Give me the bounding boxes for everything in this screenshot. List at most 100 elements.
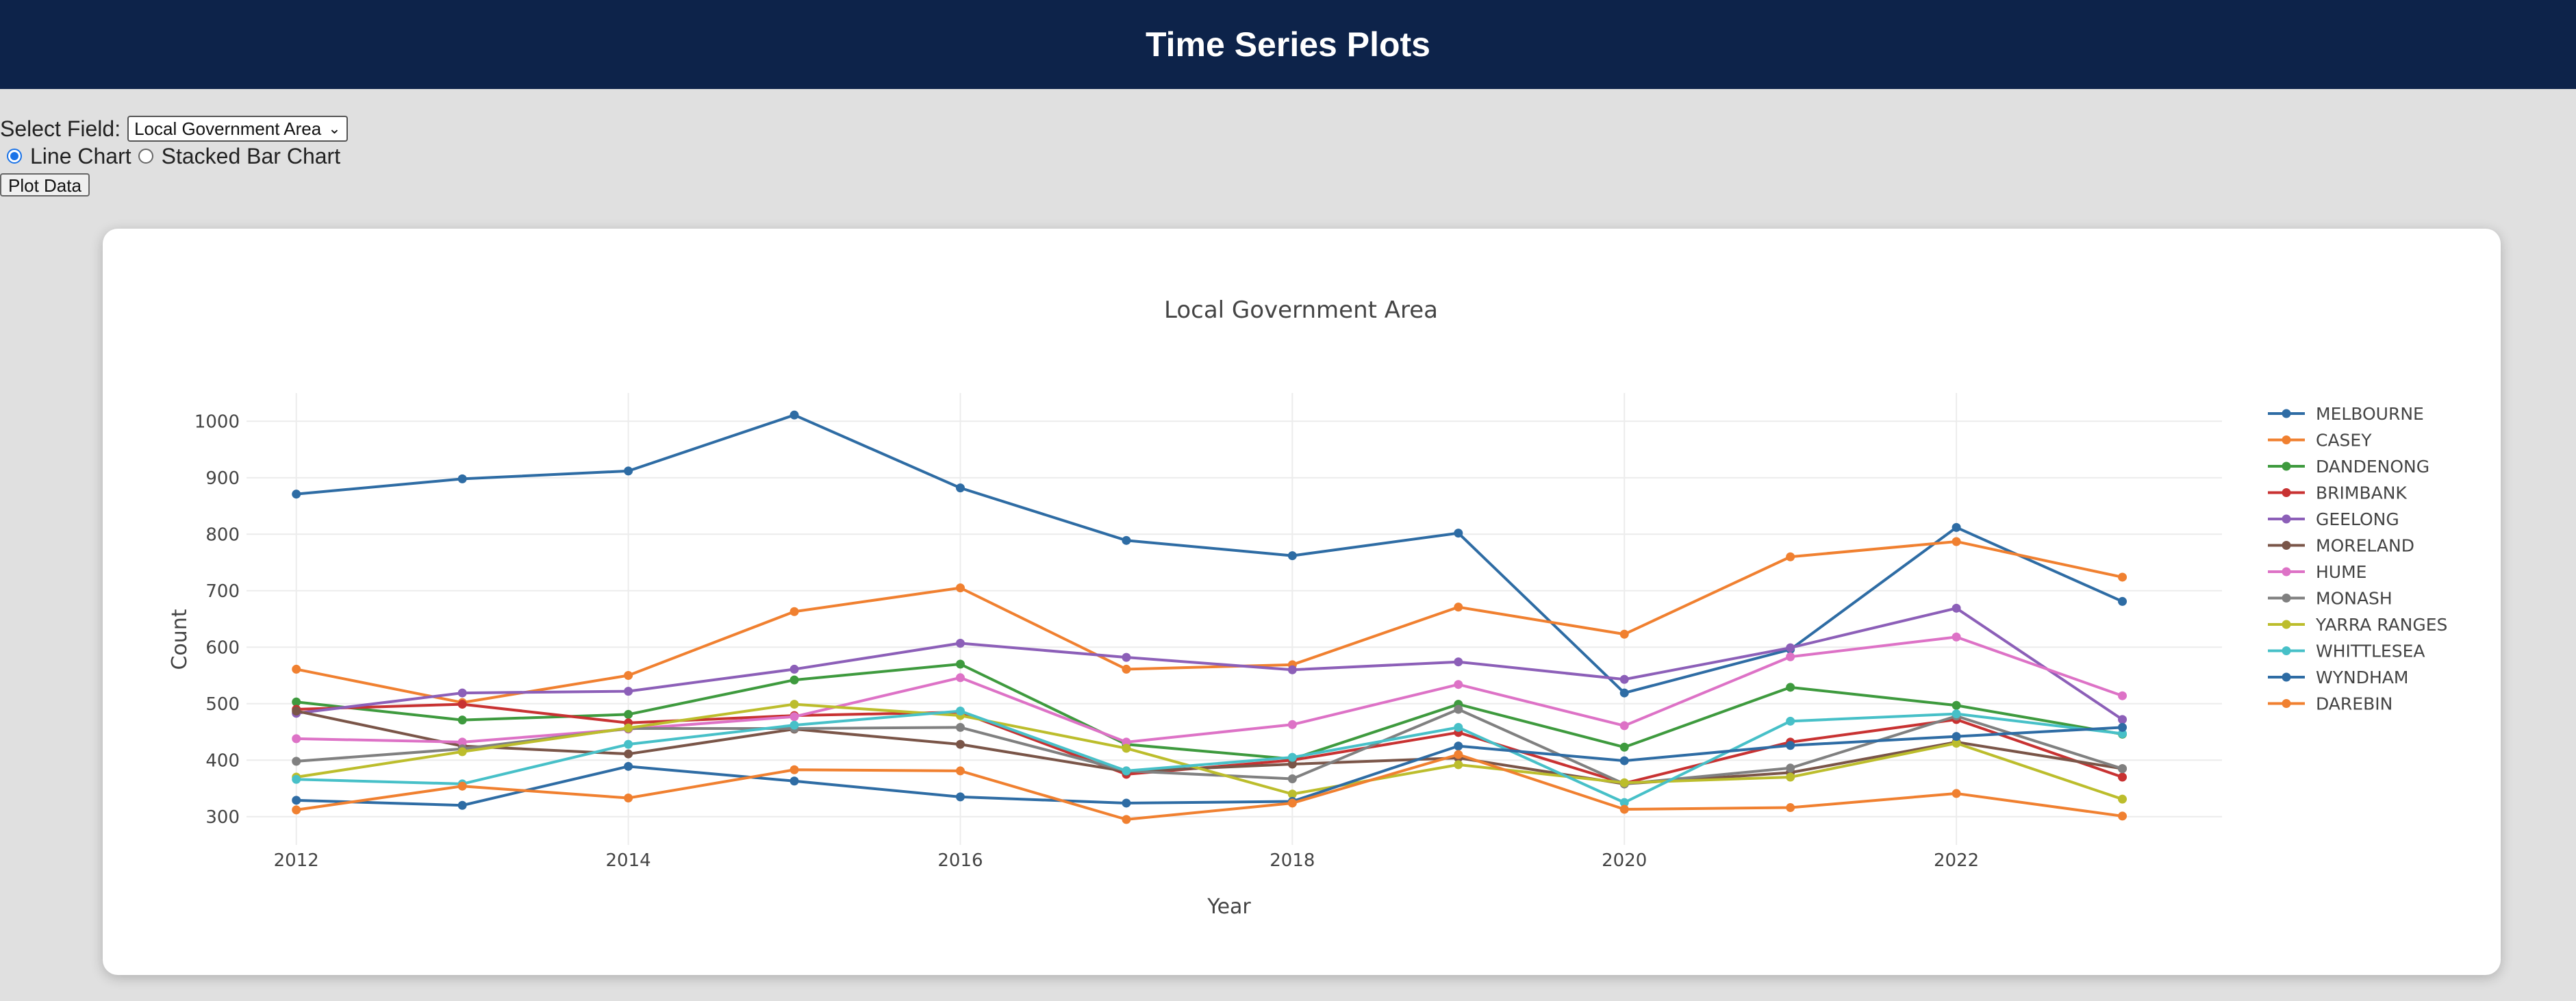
field-select[interactable]: Local Government Area ⌄	[127, 116, 348, 142]
data-point	[1122, 737, 1131, 747]
series-melbourne	[292, 410, 2127, 698]
data-point	[1454, 529, 1463, 538]
x-tick-label: 2016	[937, 850, 983, 871]
stacked-bar-chart-label: Stacked Bar Chart	[161, 144, 341, 168]
data-point	[1122, 535, 1131, 545]
data-point	[624, 671, 633, 680]
y-tick-label: 1000	[194, 411, 240, 432]
data-point	[1122, 744, 1131, 753]
legend-label: MONASH	[2316, 589, 2392, 609]
y-tick-label: 500	[205, 694, 240, 715]
data-point	[1454, 722, 1463, 732]
data-point	[790, 607, 799, 616]
data-point	[1287, 720, 1297, 729]
legend-label: GEELONG	[2316, 509, 2399, 529]
data-point	[790, 410, 799, 420]
data-point	[1287, 798, 1297, 808]
y-tick-label: 800	[205, 524, 240, 545]
data-point	[1786, 803, 1795, 813]
data-point	[624, 794, 633, 803]
series-line	[296, 414, 2123, 695]
legend: MELBOURNE CASEY DANDENONG BRIMBANK GEELONG MO…	[2268, 404, 2447, 714]
data-point	[1952, 789, 1961, 798]
data-point	[1287, 759, 1297, 769]
x-tick-label: 2022	[1934, 850, 1979, 871]
series-hume	[292, 632, 2127, 747]
chart-card: Local Government Area 300 400 500 600 700 800 9…	[103, 229, 2501, 975]
data-point	[1454, 680, 1463, 689]
x-tick-label: 2018	[1270, 850, 1315, 871]
legend-item: DANDENONG	[2268, 457, 2429, 477]
series-darebin	[292, 750, 2127, 824]
data-point	[292, 490, 301, 499]
data-point	[790, 765, 799, 774]
data-point	[1454, 742, 1463, 751]
data-point	[1952, 537, 1961, 546]
data-point	[790, 712, 799, 722]
series-line	[296, 709, 2123, 785]
data-point	[1786, 716, 1795, 726]
controls-panel: Select Field: Local Government Area ⌄ Li…	[0, 115, 348, 197]
data-point	[955, 766, 965, 776]
data-point	[292, 697, 301, 707]
data-point	[1786, 643, 1795, 652]
chevron-down-icon: ⌄	[328, 120, 341, 137]
data-point	[2118, 794, 2127, 804]
data-point	[1454, 603, 1463, 612]
legend-item: YARRA RANGES	[2268, 615, 2447, 635]
data-point	[457, 747, 467, 757]
y-tick-label: 600	[205, 637, 240, 658]
series-line	[296, 709, 2123, 804]
data-point	[955, 583, 965, 593]
legend-swatch-marker	[2282, 488, 2291, 497]
data-point	[1619, 778, 1629, 787]
line-chart-radio[interactable]	[7, 149, 22, 164]
select-field-label: Select Field:	[0, 116, 121, 141]
plot-data-button[interactable]: Plot Data	[0, 173, 90, 197]
data-point	[2118, 572, 2127, 582]
data-point	[1454, 657, 1463, 667]
series-line	[296, 726, 2123, 807]
page-header: Time Series Plots	[0, 0, 2576, 89]
data-point	[1287, 665, 1297, 674]
legend-item: DAREBIN	[2268, 694, 2392, 714]
data-point	[1287, 789, 1297, 799]
page-title: Time Series Plots	[1146, 25, 1430, 64]
legend-swatch-marker	[2282, 699, 2291, 708]
series-geelong	[292, 603, 2127, 724]
data-point	[624, 739, 633, 749]
x-axis-title: Year	[1207, 895, 1251, 919]
data-point	[790, 700, 799, 709]
legend-swatch-marker	[2282, 461, 2291, 471]
data-point	[1122, 798, 1131, 808]
legend-label: CASEY	[2316, 431, 2372, 451]
data-point	[955, 706, 965, 715]
data-point	[624, 723, 633, 733]
data-point	[2118, 691, 2127, 700]
series-line	[296, 663, 2123, 761]
legend-label: MORELAND	[2316, 536, 2414, 556]
x-tick-label: 2014	[606, 850, 651, 871]
data-point	[1287, 774, 1297, 783]
stacked-bar-chart-radio[interactable]	[138, 149, 153, 164]
data-point	[1952, 700, 1961, 710]
series-line	[296, 635, 2123, 744]
data-point	[1619, 721, 1629, 731]
field-select-value: Local Government Area	[134, 118, 322, 139]
data-point	[790, 664, 799, 674]
line-chart: Local Government Area 300 400 500 600 700 800 9…	[168, 296, 2447, 919]
plot-button-row: Plot Data	[0, 170, 348, 197]
legend-swatch-marker	[2282, 541, 2291, 550]
x-tick-label: 2020	[1602, 850, 1647, 871]
data-point	[2118, 764, 2127, 774]
series-line	[296, 702, 2123, 801]
data-point	[1619, 804, 1629, 814]
data-point	[1454, 760, 1463, 770]
legend-swatch-marker	[2282, 594, 2291, 603]
data-point	[2118, 596, 2127, 606]
field-select-row: Select Field: Local Government Area ⌄	[0, 115, 348, 142]
data-point	[1786, 552, 1795, 561]
legend-item: MORELAND	[2268, 536, 2414, 556]
x-tick-label: 2012	[274, 850, 319, 871]
legend-label: DANDENONG	[2316, 457, 2429, 477]
